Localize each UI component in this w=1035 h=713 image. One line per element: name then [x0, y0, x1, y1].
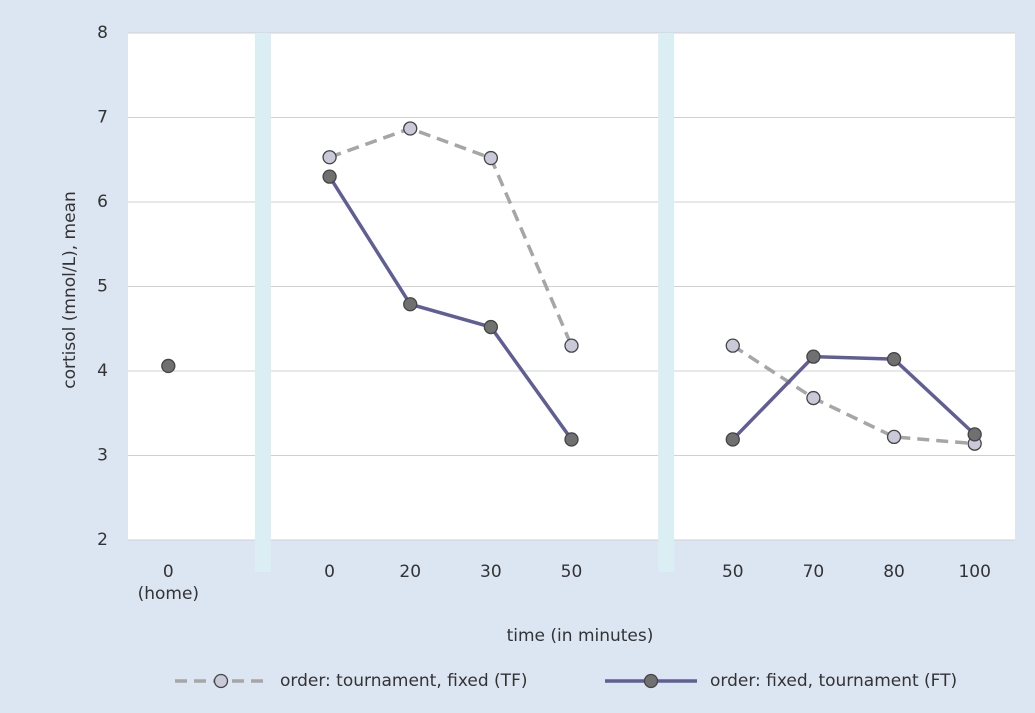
series-line [328, 175, 976, 441]
data-point [886, 352, 902, 367]
x-tick-label: 80 [883, 562, 905, 582]
data-point [403, 121, 418, 136]
x-tick-label: 20 [399, 562, 421, 582]
legend-marker [213, 673, 229, 689]
x-tick-label: 0 (home) [138, 562, 199, 604]
data-point [725, 432, 740, 447]
y-tick-label: 5 [97, 277, 108, 297]
legend-marker [643, 673, 659, 689]
data-point [161, 358, 176, 374]
panel-separator [254, 33, 271, 572]
data-point [886, 429, 902, 445]
data-point [483, 319, 499, 335]
y-tick-label: 7 [97, 108, 108, 128]
data-point [322, 169, 337, 184]
x-tick-label: 0 [324, 562, 335, 582]
series-line [329, 126, 975, 446]
y-tick-label: 6 [97, 192, 108, 212]
data-point [483, 150, 499, 166]
data-point [403, 297, 418, 312]
x-tick-label: 50 [722, 562, 744, 582]
data-point [967, 427, 982, 442]
y-tick-label: 4 [97, 361, 108, 381]
legend-label: order: fixed, tournament (FT) [710, 671, 957, 691]
x-axis-label: time (in minutes) [507, 626, 654, 646]
y-tick-label: 3 [97, 446, 108, 466]
data-point [806, 349, 821, 364]
data-point [322, 150, 337, 165]
y-axis-label: cortisol (mnol/L), mean [60, 191, 80, 388]
x-tick-label: 70 [803, 562, 825, 582]
y-tick-label: 2 [97, 530, 108, 550]
panel-separator [658, 33, 675, 572]
y-tick-label: 8 [97, 23, 108, 43]
data-point [806, 390, 821, 406]
data-point [725, 338, 740, 353]
data-point [564, 338, 579, 353]
data-point [564, 432, 579, 447]
x-tick-label: 100 [958, 562, 990, 582]
x-tick-label: 30 [480, 562, 502, 582]
x-tick-label: 50 [561, 562, 583, 582]
legend-label: order: tournament, fixed (TF) [280, 671, 527, 691]
